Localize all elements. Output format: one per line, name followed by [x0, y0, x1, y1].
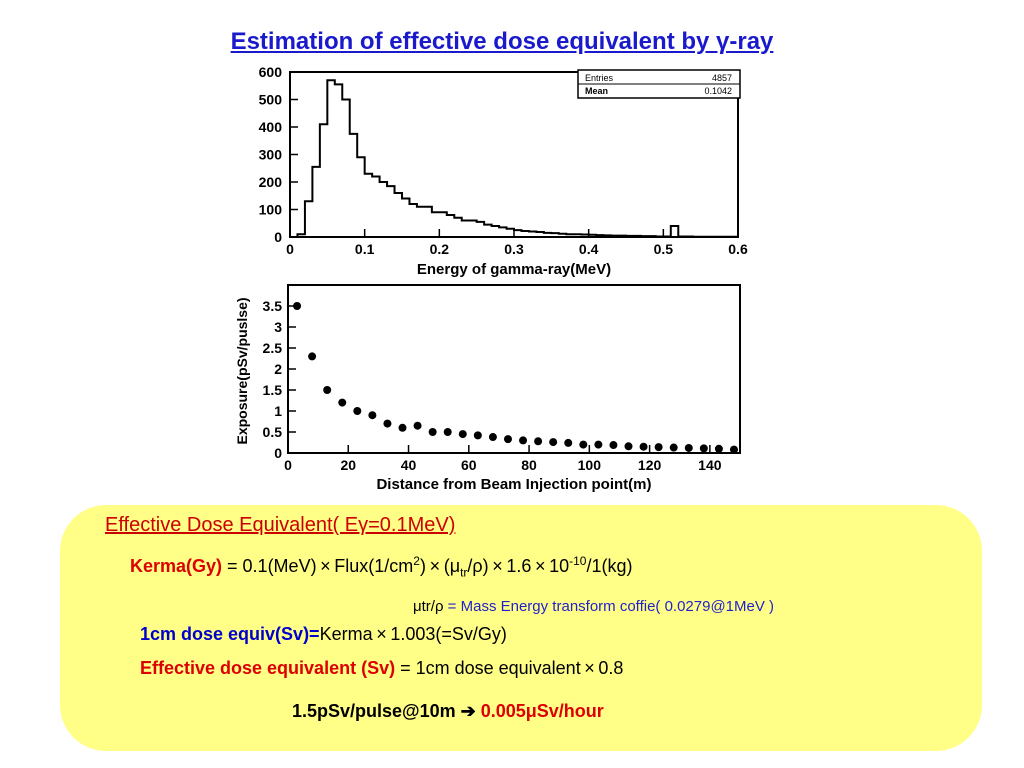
- scatter-xtick-label: 0: [284, 457, 292, 473]
- scatter-point: [383, 419, 392, 428]
- scatter-point: [293, 302, 302, 310]
- scatter-xtick-label: 140: [698, 457, 722, 473]
- effective-dose-formula: = 1cm dose equivalent × 0.8: [395, 658, 624, 678]
- scatter-ylabel: Exposure(pSv/puslse): [234, 297, 250, 444]
- kerma-sup: 2: [413, 554, 420, 568]
- scatter-xtick-label: 120: [638, 457, 662, 473]
- result-a: 1.5pSv/pulse@10m: [292, 701, 461, 721]
- result-arrow-icon: ➔: [460, 701, 476, 721]
- scatter-ytick-label: 2.5: [263, 340, 283, 356]
- hist-stats-box: Entries 4857 Mean 0.1042: [577, 69, 741, 99]
- scatter-point: [308, 352, 317, 361]
- exposure-scatter-chart: Exposure(pSv/puslse) 0 0.5 1 1.5 2 2.5 3 3.5 0 2…: [234, 284, 741, 493]
- note-text: = Mass Energy transform coffie( 0.0279@1…: [443, 598, 775, 615]
- hist-xtick-label: 0.5: [654, 241, 674, 257]
- hist-ytick-label: 200: [259, 174, 283, 190]
- scatter-ytick-label: 1.5: [263, 382, 283, 398]
- hist-stats-mean-label: Mean: [585, 86, 608, 96]
- scatter-point: [699, 444, 708, 453]
- scatter-point: [714, 444, 723, 453]
- hist-ytick-label: 100: [259, 202, 283, 218]
- panel-header: Effective Dose Equivalent( Eγ=0.1MeV): [105, 514, 456, 536]
- scatter-point: [564, 438, 573, 447]
- scatter-point: [684, 443, 693, 452]
- cm-dose-line: 1cm dose equiv(Sv)=Kerma × 1.003(=Sv/Gy): [140, 624, 507, 645]
- scatter-point: [669, 443, 678, 452]
- scatter-point: [458, 430, 467, 439]
- scatter-point: [473, 431, 482, 440]
- scatter-ytick-label: 0: [274, 445, 282, 461]
- hist-ytick-label: 500: [259, 92, 283, 108]
- hist-xtick-label: 0.1: [355, 241, 375, 257]
- scatter-point: [488, 433, 497, 442]
- hist-stats-entries-label: Entries: [585, 73, 614, 83]
- scatter-point: [519, 436, 528, 445]
- page-title: Estimation of effective dose equivalent …: [230, 28, 774, 55]
- kerma-formula-b: ) × (μ: [419, 556, 461, 576]
- scatter-ytick-label: 1: [274, 403, 282, 419]
- hist-stats-mean-value: 0.1042: [704, 86, 732, 96]
- energy-histogram-chart: Entries 4857 Mean 0.1042 0 100 200 300 400 50…: [259, 64, 748, 278]
- scatter-point: [353, 407, 362, 415]
- scatter-point: [323, 386, 332, 394]
- scatter-xtick-label: 20: [340, 457, 356, 473]
- scatter-point: [729, 445, 738, 454]
- kerma-label: Kerma(Gy): [130, 556, 223, 576]
- result-line: 1.5pSv/pulse@10m ➔ 0.005μSv/hour: [292, 701, 604, 722]
- scatter-ytick-label: 3.5: [263, 298, 283, 314]
- scatter-ytick-label: 3: [274, 319, 282, 335]
- scatter-xlabel: Distance from Beam Injection point(m): [376, 476, 651, 493]
- kerma-sub: tr: [460, 565, 468, 580]
- hist-ytick-label: 0: [274, 229, 282, 245]
- hist-xtick-label: 0.4: [579, 241, 599, 257]
- kerma-formula-d: /1(kg): [586, 556, 633, 576]
- scatter-point: [428, 428, 437, 436]
- scatter-point: [549, 438, 558, 447]
- scatter-point: [609, 441, 618, 450]
- hist-ytick-label: 300: [259, 147, 283, 163]
- scatter-xtick-label: 60: [461, 457, 477, 473]
- hist-ytick-label: 400: [259, 119, 283, 135]
- effective-dose-line: Effective dose equivalent (Sv) = 1cm dos…: [140, 658, 623, 679]
- scatter-point: [368, 411, 377, 420]
- hist-xlabel: Energy of gamma-ray(MeV): [417, 261, 611, 278]
- hist-xtick-label: 0.2: [430, 241, 450, 257]
- scatter-ytick-label: 0.5: [263, 424, 283, 440]
- note-prefix: μtr/ρ: [413, 598, 444, 615]
- note-line: μtr/ρ = Mass Energy transform coffie( 0.…: [413, 598, 774, 615]
- scatter-xtick-label: 40: [401, 457, 417, 473]
- scatter-xtick-label: 80: [521, 457, 537, 473]
- scatter-point: [534, 437, 543, 446]
- formula-panel: [60, 505, 982, 751]
- hist-stats-entries-value: 4857: [712, 73, 732, 83]
- cm-dose-label: 1cm dose equiv(Sv)=: [140, 624, 320, 644]
- hist-series-line: [290, 79, 739, 238]
- scatter-point: [594, 440, 603, 449]
- kerma-formula-a: = 0.1(MeV) × Flux(1/cm: [222, 556, 414, 576]
- kerma-exp: -10: [569, 554, 587, 568]
- hist-xtick-label: 0: [286, 241, 294, 257]
- scatter-point: [624, 442, 633, 451]
- hist-xtick-label: 0.3: [504, 241, 524, 257]
- hist-xtick-label: 0.6: [728, 241, 748, 257]
- scatter-point: [338, 398, 347, 407]
- kerma-formula-c: /ρ) × 1.6 × 10: [467, 556, 570, 576]
- scatter-xtick-label: 100: [578, 457, 602, 473]
- hist-ytick-label: 600: [259, 64, 283, 80]
- scatter-point: [579, 440, 588, 449]
- scatter-ytick-label: 2: [274, 361, 282, 377]
- scatter-point: [503, 435, 512, 444]
- scatter-point: [398, 423, 407, 432]
- result-b: 0.005μSv/hour: [475, 701, 604, 721]
- cm-dose-formula: Kerma × 1.003(=Sv/Gy): [319, 624, 507, 644]
- scatter-point: [443, 428, 452, 436]
- scatter-point: [654, 443, 663, 452]
- scatter-point: [639, 442, 648, 451]
- effective-dose-label: Effective dose equivalent (Sv): [140, 658, 396, 678]
- kerma-formula-line: Kerma(Gy) = 0.1(MeV) × Flux(1/cm2) × (μt…: [130, 554, 632, 580]
- scatter-frame: [287, 284, 741, 454]
- scatter-point: [413, 421, 422, 430]
